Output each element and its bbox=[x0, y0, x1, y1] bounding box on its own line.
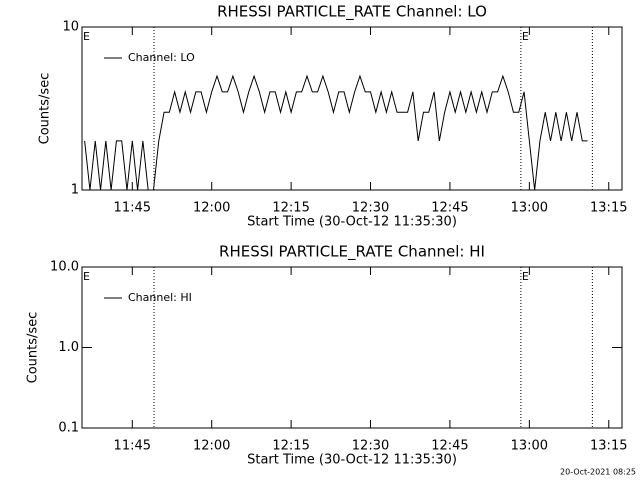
x-tick-label: 11:45 bbox=[114, 201, 151, 216]
y-tick-label: 0.1 bbox=[58, 421, 79, 436]
legend-label: Channel: HI bbox=[128, 291, 192, 304]
x-axis-label: Start Time (30-Oct-12 11:35:30) bbox=[247, 215, 457, 230]
y-tick-label: 1 bbox=[71, 183, 79, 198]
x-tick-label: 12:45 bbox=[431, 439, 468, 454]
annotation: E bbox=[522, 270, 529, 283]
x-tick-label: 12:00 bbox=[193, 439, 230, 454]
timestamp: 20-Oct-2021 08:25 bbox=[560, 468, 636, 477]
legend-label: Channel: LO bbox=[128, 51, 195, 64]
x-tick-label: 12:15 bbox=[272, 201, 309, 216]
x-tick-label: 12:00 bbox=[193, 201, 230, 216]
x-tick-label: 13:15 bbox=[590, 439, 627, 454]
x-tick-label: 13:00 bbox=[511, 201, 548, 216]
x-tick-label: 13:15 bbox=[590, 201, 627, 216]
y-tick-label: 10 bbox=[62, 20, 79, 35]
x-tick-label: 12:30 bbox=[352, 201, 389, 216]
chart-title: RHESSI PARTICLE_RATE Channel: LO bbox=[217, 3, 487, 22]
y-tick-label: 10.0 bbox=[50, 260, 79, 275]
y-tick-label: 1.0 bbox=[58, 340, 79, 355]
y-axis-label: Counts/sec bbox=[26, 312, 41, 384]
x-tick-label: 12:15 bbox=[272, 439, 309, 454]
plot-frame bbox=[81, 26, 623, 191]
x-axis-label: Start Time (30-Oct-12 11:35:30) bbox=[247, 453, 457, 468]
y-axis-label: Counts/sec bbox=[38, 73, 53, 145]
annotation: E bbox=[83, 270, 90, 283]
chart-title: RHESSI PARTICLE_RATE Channel: HI bbox=[219, 243, 485, 262]
annotation: E bbox=[522, 30, 529, 43]
x-tick-label: 12:30 bbox=[352, 439, 389, 454]
x-tick-label: 13:00 bbox=[511, 439, 548, 454]
annotation: E bbox=[83, 30, 90, 43]
x-tick-label: 12:45 bbox=[431, 201, 468, 216]
x-tick-label: 11:45 bbox=[114, 439, 151, 454]
data-line bbox=[84, 74, 588, 191]
